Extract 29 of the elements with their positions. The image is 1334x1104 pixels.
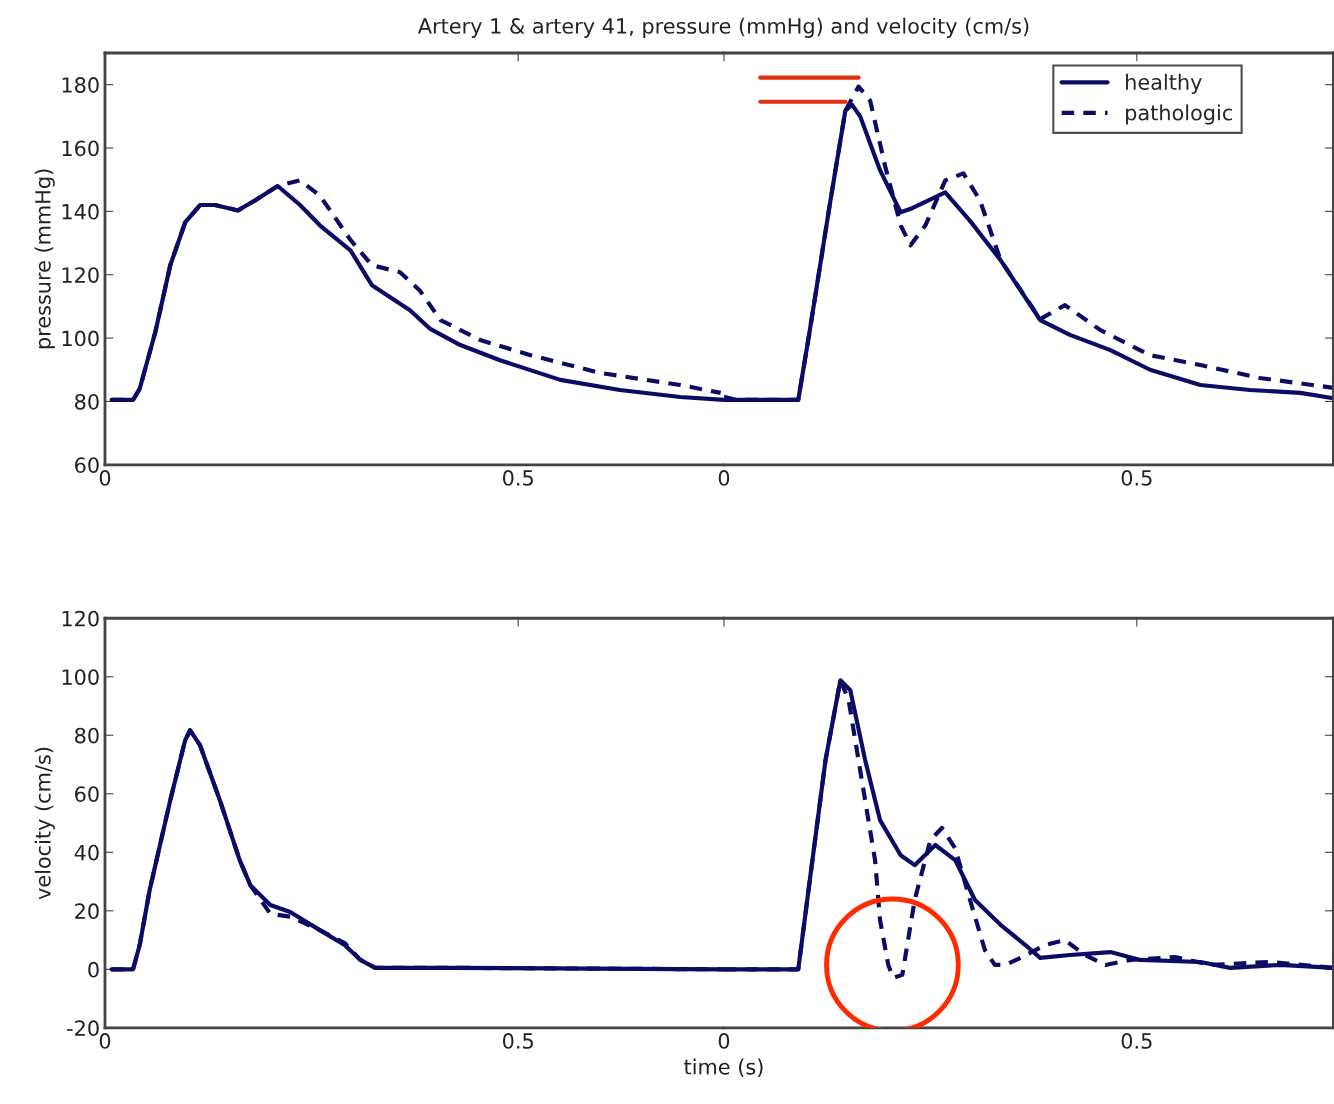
x-tick-label: 0.5 (503, 470, 533, 486)
y-axis-title: velocity (cm/s) (34, 747, 55, 900)
y-tick-label: 80 (75, 727, 99, 744)
y-tick-label: 120 (62, 610, 99, 627)
x-tick-label: 0 (718, 470, 730, 486)
x-tick-label: 0 (99, 470, 111, 486)
y-tick-label: 60 (75, 457, 99, 473)
chart-title: Artery 1 & artery 41, pressure (mmHg) and velocity (cm/s) (417, 17, 1029, 38)
x-tick-label: 0.5 (503, 1033, 533, 1049)
y-tick-label: -20 (67, 1020, 99, 1037)
legend-label: healthy (1126, 73, 1202, 94)
y-tick-label: 60 (75, 786, 99, 802)
x-tick-label: 0 (99, 1033, 111, 1049)
x-tick-label: 0 (718, 1033, 730, 1049)
x-tick-label: 0.5 (1121, 470, 1152, 486)
y-tick-label: 120 (62, 267, 99, 283)
y-tick-label: 20 (75, 903, 99, 920)
y-tick-label: 180 (62, 77, 99, 93)
x-tick-label: 0.5 (1121, 1033, 1152, 1049)
y-tick-label: 100 (62, 669, 99, 685)
y-tick-label: 160 (62, 140, 99, 157)
legend-label: pathologic (1126, 104, 1232, 125)
y-tick-label: 80 (75, 393, 99, 410)
x-axis-title: time (s) (684, 1058, 763, 1078)
y-tick-label: 100 (62, 330, 99, 347)
y-tick-label: 0 (88, 961, 99, 978)
y-tick-label: 40 (74, 844, 99, 861)
y-tick-label: 140 (62, 203, 99, 220)
y-axis-title: pressure (mmHg) (34, 169, 55, 349)
